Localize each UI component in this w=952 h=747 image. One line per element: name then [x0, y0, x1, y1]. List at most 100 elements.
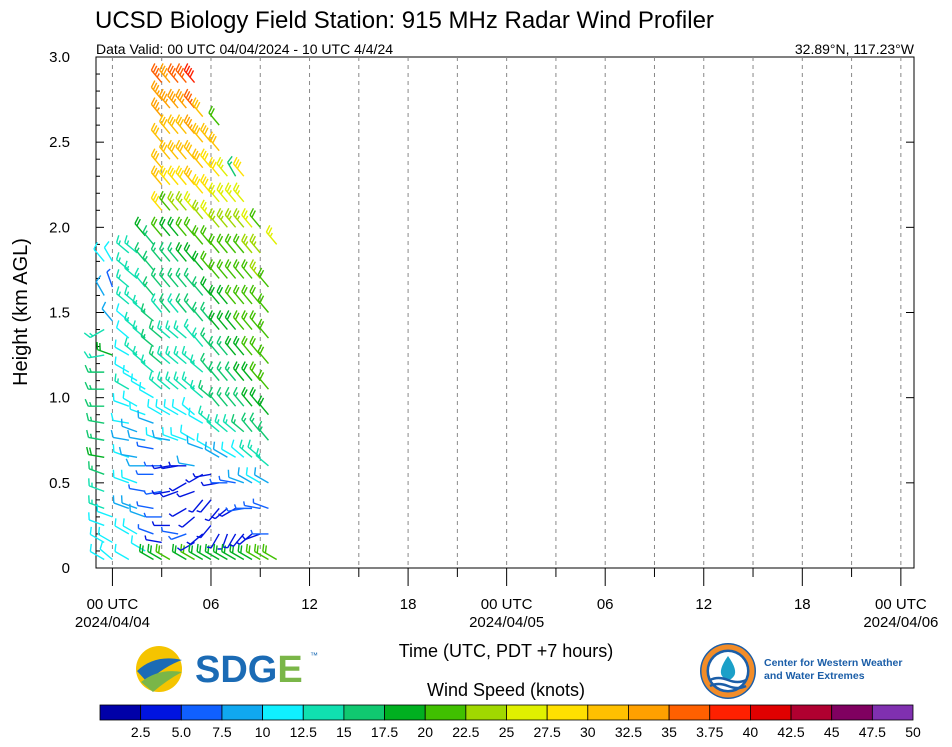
wind-barb: [167, 533, 187, 541]
barb-half: [243, 417, 247, 423]
barb-half: [250, 529, 254, 535]
wind-barb: [241, 233, 253, 254]
barb-full: [150, 63, 156, 71]
wind-barb: [176, 455, 195, 467]
wind-barb: [212, 543, 228, 561]
wind-barb: [243, 501, 261, 510]
barb-full: [120, 418, 123, 427]
barb-full: [185, 193, 191, 201]
barb-full: [177, 167, 183, 176]
wind-barb: [208, 259, 220, 279]
wind-barb: [241, 259, 253, 279]
wind-barb: [232, 386, 245, 407]
wind-barb: [167, 139, 179, 160]
barb-full: [112, 393, 115, 401]
barb-full: [267, 227, 273, 235]
wind-barb: [167, 114, 179, 135]
colorbar-swatch: [424, 704, 467, 721]
barb-full: [169, 116, 174, 125]
wind-barb: [86, 446, 105, 458]
wind-barb: [159, 63, 171, 83]
barb-full: [208, 386, 213, 395]
barb-half: [89, 367, 92, 373]
barb-half: [152, 298, 157, 303]
barb-full: [200, 352, 205, 361]
barb-full: [160, 167, 166, 176]
barb-staff: [93, 248, 105, 262]
barb-half: [160, 298, 165, 303]
wind-barb: [224, 386, 237, 407]
wind-barb: [204, 441, 220, 458]
x-tick-label: 00 UTC: [481, 596, 533, 613]
barb-full: [150, 148, 156, 156]
barb-full: [124, 286, 128, 294]
barb-full: [112, 444, 115, 452]
colorbar-swatch: [384, 704, 426, 721]
barb-staff: [145, 538, 162, 544]
barb-full: [114, 543, 117, 552]
wind-barb: [165, 345, 179, 365]
wind-barb: [189, 354, 204, 373]
colorbar-label: 20: [417, 724, 433, 740]
barb-full: [234, 363, 240, 371]
barb-full: [96, 341, 99, 350]
x-tick-label: 12: [301, 596, 318, 613]
barb-full: [216, 207, 222, 216]
barb-full: [122, 518, 125, 527]
barb-full: [193, 150, 199, 159]
barb-full: [243, 363, 248, 371]
barb-full: [147, 399, 150, 407]
barb-full: [97, 526, 101, 535]
wind-barb: [89, 543, 105, 561]
barb-full: [191, 224, 197, 233]
barb-full: [89, 543, 92, 552]
barb-half: [220, 190, 224, 195]
barb-full: [167, 165, 172, 173]
wind-barb: [191, 301, 204, 322]
y-tick-label: 0.5: [49, 475, 70, 492]
wind-barb: [132, 320, 146, 339]
wind-barb: [198, 379, 212, 399]
barb-full: [201, 201, 207, 210]
barb-full: [86, 412, 90, 421]
barb-full: [257, 293, 263, 301]
barb-half: [186, 541, 191, 545]
barb-full: [115, 320, 120, 328]
wind-barb: [241, 207, 253, 228]
wind-barb: [255, 448, 269, 467]
barb-staff: [139, 389, 154, 399]
wind-barb: [125, 458, 146, 467]
barb-half: [156, 90, 160, 95]
barb-full: [193, 252, 199, 261]
barb-full: [140, 354, 145, 363]
wind-barb: [148, 345, 163, 365]
barb-full: [195, 152, 201, 161]
barb-half: [106, 268, 111, 273]
barb-full: [198, 405, 202, 414]
barb-full: [200, 301, 205, 310]
barb-full: [124, 260, 128, 269]
barb-half: [89, 384, 92, 390]
barb-full: [218, 286, 224, 295]
barb-full: [226, 210, 232, 218]
wind-barb: [241, 310, 253, 330]
wind-barb: [115, 235, 130, 254]
barb-half: [257, 453, 261, 458]
barb-half: [152, 247, 157, 252]
barb-staff: [219, 479, 236, 484]
colorbar-swatch: [262, 704, 304, 721]
barb-full: [195, 178, 201, 186]
barb-full: [173, 320, 177, 328]
sdge-swoosh-blue: [137, 658, 182, 682]
barb-full: [95, 275, 102, 283]
barb-staff: [114, 525, 130, 535]
wind-barb: [136, 441, 154, 450]
barb-half: [142, 333, 146, 339]
wind-barb: [88, 461, 105, 475]
barb-full: [226, 261, 232, 269]
barb-half: [252, 498, 255, 503]
colorbar-label: 47.5: [859, 724, 886, 740]
cw3e-ring: [701, 644, 755, 698]
wind-barb: [150, 267, 163, 288]
barb-half: [160, 526, 164, 532]
